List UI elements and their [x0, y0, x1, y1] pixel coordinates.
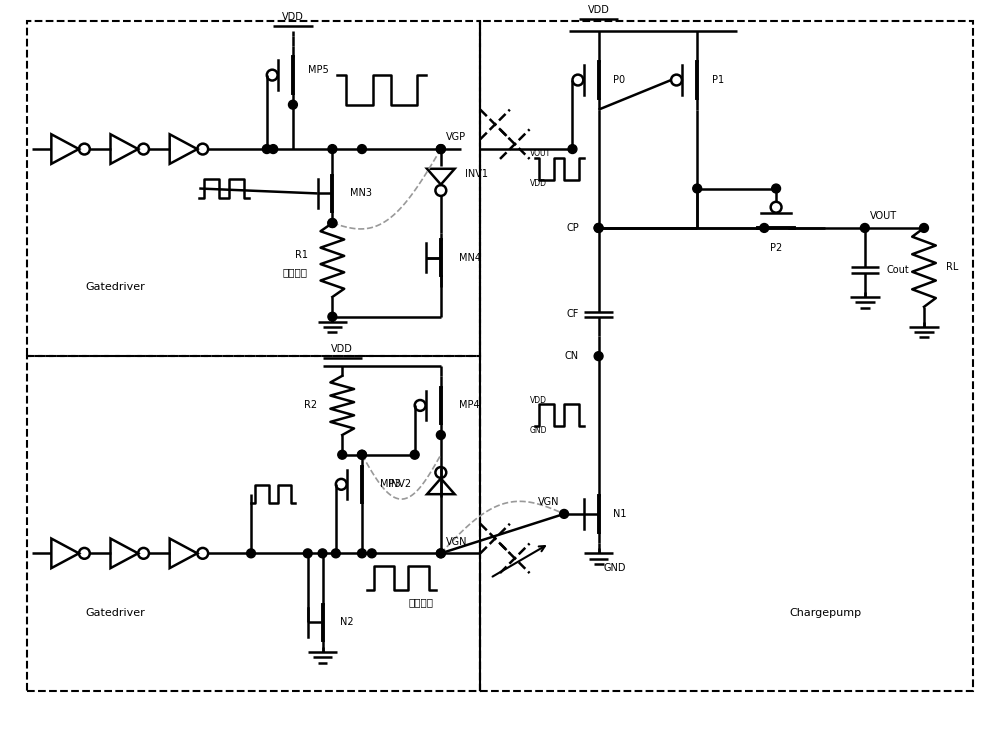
- Text: VOUT: VOUT: [530, 149, 551, 159]
- Circle shape: [269, 145, 278, 154]
- Text: CN: CN: [565, 351, 579, 361]
- Text: P1: P1: [712, 75, 724, 85]
- Circle shape: [436, 549, 445, 558]
- Text: N1: N1: [613, 509, 627, 519]
- Text: RL: RL: [946, 262, 958, 273]
- Text: VGN: VGN: [538, 497, 559, 507]
- Text: CF: CF: [567, 309, 579, 319]
- Text: INV2: INV2: [388, 479, 411, 490]
- Circle shape: [594, 223, 603, 232]
- Circle shape: [367, 549, 376, 558]
- Text: P2: P2: [770, 243, 782, 253]
- Text: MN4: MN4: [459, 253, 481, 262]
- Text: R1: R1: [295, 250, 308, 260]
- Text: P0: P0: [613, 75, 626, 85]
- Circle shape: [358, 451, 366, 459]
- Circle shape: [328, 218, 337, 227]
- Text: VOUT: VOUT: [870, 211, 897, 221]
- Text: VDD: VDD: [530, 179, 547, 188]
- Circle shape: [436, 431, 445, 440]
- Text: R2: R2: [304, 401, 318, 410]
- Circle shape: [436, 145, 445, 154]
- Text: VGN: VGN: [446, 537, 467, 547]
- Circle shape: [760, 223, 769, 232]
- Circle shape: [358, 145, 366, 154]
- Text: VDD: VDD: [530, 396, 547, 405]
- Circle shape: [594, 223, 603, 232]
- Text: VDD: VDD: [331, 344, 353, 354]
- Circle shape: [436, 145, 445, 154]
- Circle shape: [288, 100, 297, 109]
- Text: N2: N2: [340, 617, 354, 628]
- Circle shape: [358, 549, 366, 558]
- Circle shape: [338, 451, 347, 459]
- Text: Cout: Cout: [887, 265, 909, 276]
- Text: Gatedriver: Gatedriver: [86, 282, 145, 292]
- Text: MP3: MP3: [380, 479, 400, 490]
- Text: INV1: INV1: [465, 169, 488, 179]
- Circle shape: [594, 351, 603, 361]
- Text: VDD: VDD: [282, 12, 304, 22]
- Circle shape: [772, 184, 781, 193]
- Circle shape: [560, 509, 569, 518]
- Circle shape: [328, 312, 337, 321]
- Circle shape: [693, 184, 702, 193]
- Text: CP: CP: [566, 223, 579, 233]
- Circle shape: [247, 549, 255, 558]
- Text: MN3: MN3: [350, 188, 372, 198]
- Circle shape: [436, 549, 445, 558]
- Text: Gatedriver: Gatedriver: [86, 608, 145, 617]
- Circle shape: [860, 223, 869, 232]
- Text: VGP: VGP: [446, 132, 466, 143]
- Circle shape: [920, 223, 928, 232]
- Text: GND: GND: [530, 426, 547, 434]
- Circle shape: [318, 549, 327, 558]
- Text: Chargepump: Chargepump: [789, 608, 861, 617]
- Circle shape: [303, 549, 312, 558]
- Text: VDD: VDD: [588, 5, 610, 15]
- Circle shape: [358, 451, 366, 459]
- Circle shape: [262, 145, 271, 154]
- Text: GND: GND: [604, 563, 626, 573]
- Text: 充电电流: 充电电流: [409, 598, 434, 608]
- Text: MP4: MP4: [459, 401, 479, 410]
- Circle shape: [331, 549, 340, 558]
- Circle shape: [410, 451, 419, 459]
- Text: MP5: MP5: [308, 65, 328, 75]
- Circle shape: [328, 145, 337, 154]
- Circle shape: [328, 218, 337, 227]
- Circle shape: [568, 145, 577, 154]
- Text: 放电电流: 放电电流: [283, 267, 308, 277]
